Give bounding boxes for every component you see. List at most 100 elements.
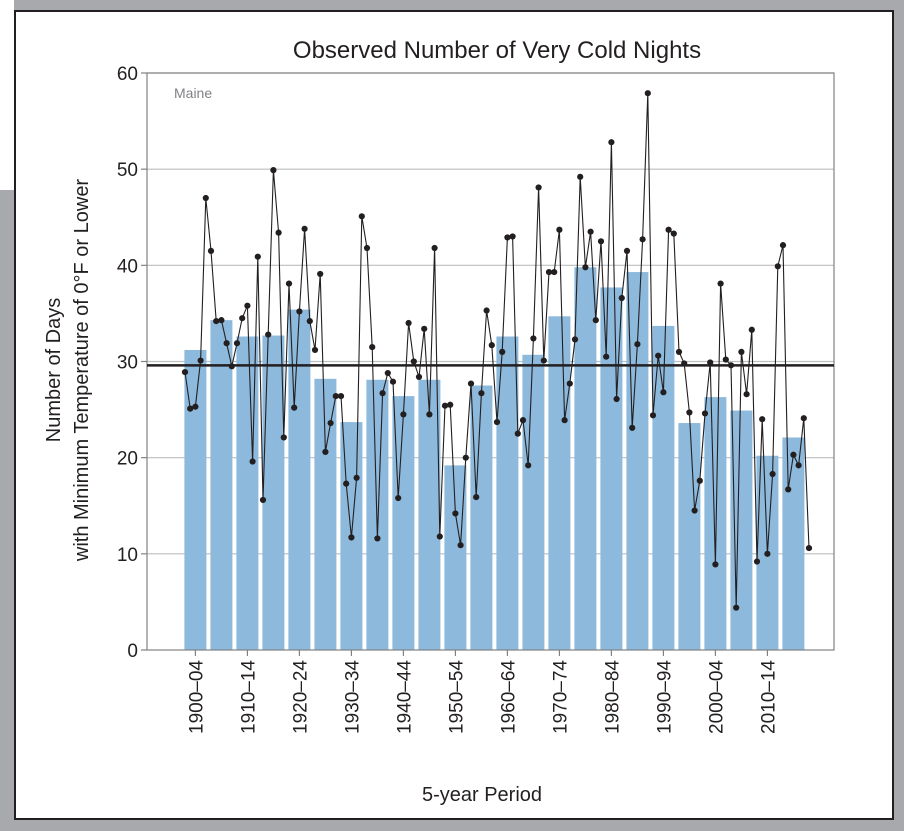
annual-point: [379, 390, 386, 397]
annual-point: [421, 325, 428, 332]
annual-point: [317, 270, 324, 278]
x-axis-label: 5-year Period: [422, 784, 542, 806]
bar: [678, 423, 701, 650]
annual-point: [181, 368, 189, 376]
bar: [262, 335, 285, 650]
annual-point: [727, 362, 735, 369]
annual-point: [207, 247, 215, 255]
y-axis-label-line-1: Number of Days: [43, 298, 65, 443]
bar: [522, 354, 545, 650]
annual-point: [665, 226, 672, 233]
annual-point: [592, 317, 599, 324]
annual-point: [311, 346, 319, 354]
annual-point: [577, 173, 584, 180]
bar: [704, 397, 727, 650]
annual-series: [181, 90, 813, 611]
annual-point: [457, 542, 464, 549]
bar: [366, 379, 389, 650]
x-tick-label: 1980–84: [602, 660, 623, 734]
annual-point: [525, 462, 532, 469]
annual-point: [353, 474, 360, 481]
bar: [496, 336, 519, 650]
annual-point: [436, 533, 443, 540]
bar: [548, 316, 571, 650]
annual-point: [717, 280, 724, 287]
annual-point: [452, 510, 459, 517]
annual-point: [587, 228, 594, 235]
y-tick-label: 50: [117, 160, 138, 181]
background-band: [0, 0, 14, 190]
bar: [444, 465, 467, 650]
annual-point: [696, 477, 703, 484]
annual-point: [488, 342, 495, 349]
annual-point: [805, 544, 813, 552]
annual-point: [759, 416, 766, 423]
annual-point: [389, 378, 397, 385]
bar: [600, 287, 623, 650]
bar-series: [184, 267, 805, 650]
x-tick-label: 1900–04: [186, 660, 207, 734]
x-tick-label: 1940–44: [394, 660, 415, 734]
annual-point: [722, 356, 729, 363]
annual-point: [447, 401, 454, 408]
annual-point: [478, 390, 485, 397]
annual-point: [545, 268, 553, 276]
annual-point: [748, 326, 755, 333]
annual-point: [322, 448, 329, 455]
annual-point: [285, 280, 293, 287]
annual-point: [431, 244, 438, 252]
annual-point: [753, 558, 761, 565]
annual-point: [187, 405, 194, 412]
annual-point: [540, 357, 547, 364]
annual-point: [218, 317, 225, 324]
annual-point: [603, 353, 610, 360]
annual-point: [348, 534, 355, 541]
state-label: Maine: [174, 85, 212, 101]
annual-point: [639, 236, 646, 243]
y-axis-ticks: 0 10 20 30 40 50 60: [117, 64, 147, 662]
annual-point: [441, 402, 449, 409]
annual-point: [535, 184, 542, 191]
x-tick-label: 1930–34: [342, 660, 363, 734]
annual-point: [649, 412, 657, 419]
annual-point: [629, 424, 636, 431]
annual-point: [556, 226, 563, 233]
annual-point: [249, 458, 256, 465]
annual-point: [623, 247, 631, 255]
annual-point: [707, 359, 714, 366]
x-tick-label: 1910–14: [238, 660, 259, 734]
annual-point: [410, 358, 417, 365]
annual-point: [192, 403, 199, 410]
annual-point: [613, 395, 620, 403]
annual-point: [582, 264, 589, 271]
annual-point: [483, 307, 490, 314]
y-tick-label: 30: [117, 353, 138, 374]
annual-point: [327, 419, 334, 427]
annual-point: [337, 393, 345, 400]
annual-point: [675, 348, 683, 355]
annual-point: [467, 380, 475, 387]
annual-point: [358, 213, 365, 220]
annual-point: [228, 363, 235, 370]
annual-point: [519, 417, 527, 424]
annual-point: [681, 360, 688, 367]
annual-point: [514, 430, 521, 437]
annual-point: [405, 319, 412, 327]
annual-point: [275, 229, 282, 236]
annual-point: [259, 496, 267, 504]
annual-point: [712, 561, 719, 568]
annual-point: [634, 341, 641, 348]
bar: [470, 385, 493, 650]
annual-point: [213, 318, 220, 325]
annual-point: [499, 348, 506, 355]
x-tick-label: 1960–64: [498, 660, 519, 734]
annual-point: [270, 167, 277, 174]
annual-point: [244, 302, 251, 309]
annual-point: [265, 331, 272, 338]
annual-point: [790, 451, 797, 458]
annual-point: [233, 340, 241, 347]
bar: [184, 349, 207, 650]
x-tick-label: 2000–04: [706, 660, 727, 734]
y-tick-label: 0: [127, 641, 138, 662]
annual-point: [363, 244, 371, 252]
